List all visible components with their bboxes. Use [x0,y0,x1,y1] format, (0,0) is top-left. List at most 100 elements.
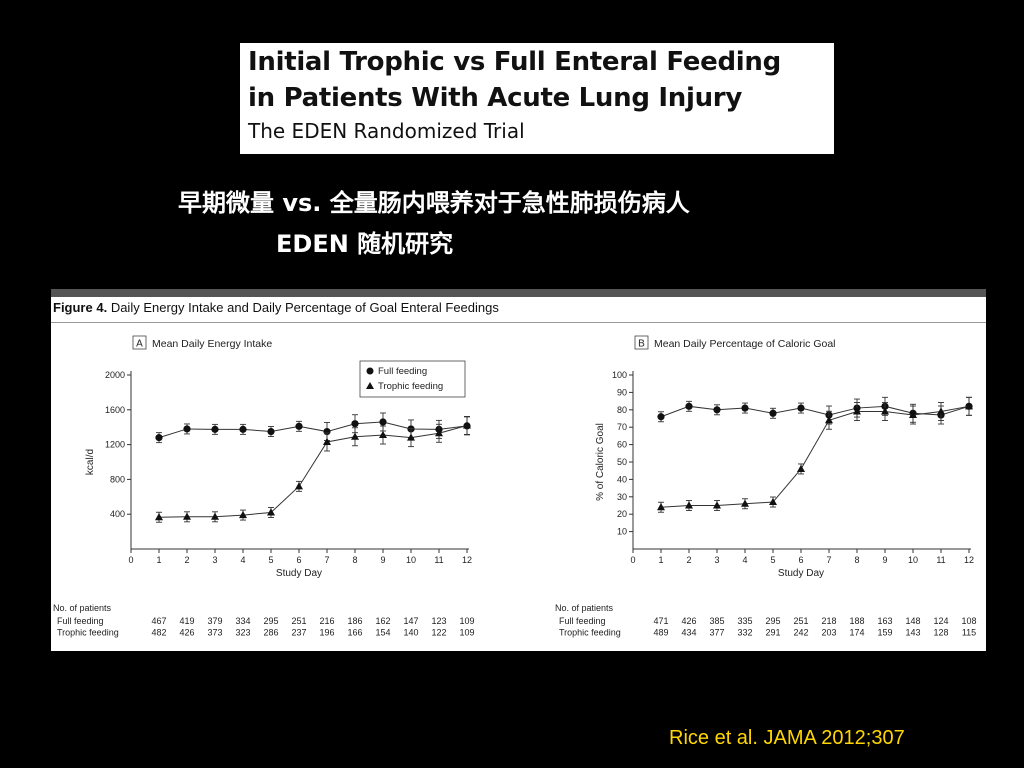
panel-b-y-tick-label: 100 [612,370,627,380]
panel-b-patients-count: 124 [933,616,948,626]
panel-a-legend-full-label: Full feeding [378,366,427,377]
panel-a-patients-count: 216 [319,616,334,626]
panel-a-x-tick-label: 10 [406,555,416,565]
panel-a-full-point [183,425,191,433]
panel-a-full-point [155,434,163,442]
panel-b-patients-count: 108 [961,616,976,626]
panel-a-legend-trophic-marker [366,382,374,389]
panel-b-trophic-point [937,407,945,415]
panel-b-patients-count: 218 [821,616,836,626]
panel-a-patients-count: 334 [235,616,250,626]
panel-a-patients-count: 154 [375,628,390,638]
panel-b-y-tick-label: 50 [617,457,627,467]
panel-b-y-tick-label: 20 [617,509,627,519]
panel-a-trophic-point [267,508,275,516]
panel-b-trophic-point [853,407,861,415]
panel-a-full-point [239,425,247,433]
panel-b-x-tick-label: 12 [964,555,974,565]
panel-b-full-point [741,404,749,412]
panel-b-x-tick-label: 0 [630,555,635,565]
panel-a-patients-count: 109 [459,628,474,638]
panel-a-patients-header: No. of patients [53,603,112,613]
panel-a-legend-trophic-label: Trophic feeding [378,381,443,392]
panel-b-x-tick-label: 9 [882,555,887,565]
panel-b-patients-row-label: Trophic feeding [559,628,621,638]
panel-b-x-tick-label: 10 [908,555,918,565]
panel-b-full-point [685,402,693,410]
panel-b-x-tick-label: 4 [742,555,747,565]
panel-a-full-point [295,422,303,430]
figure-panel: Figure 4. Daily Energy Intake and Daily … [51,289,986,651]
panel-a-full-point [267,427,275,436]
panel-a-patients-count: 251 [291,616,306,626]
panel-b-x-tick-label: 6 [798,555,803,565]
panel-b-x-tick-label: 8 [854,555,859,565]
panel-a-x-tick-label: 4 [240,555,245,565]
panel-a-patients-count: 286 [263,628,278,638]
panel-a-y-tick-label: 1600 [105,405,125,415]
panel-b-trophic-point [909,410,917,419]
panel-a-x-tick-label: 1 [156,555,161,565]
panel-b-x-tick-label: 7 [826,555,831,565]
panel-a-x-tick-label: 0 [128,555,133,565]
panel-a-y-tick-label: 2000 [105,370,125,380]
panel-a-x-tick-label: 6 [296,555,301,565]
panel-a-trophic-point [379,430,387,439]
panel-b-patients-count: 251 [793,616,808,626]
panel-b-full-point [797,404,805,412]
panel-b-patients-count: 163 [877,616,892,626]
panel-a-trophic-point [435,429,443,437]
panel-b-x-tick-label: 2 [686,555,691,565]
panel-b-patients-count: 471 [653,616,668,626]
panel-b-patients-count: 148 [905,616,920,626]
panel-b-x-tick-label: 11 [936,555,945,565]
panel-a-patients-count: 166 [347,628,362,638]
panel-a-trophic-point [407,433,415,441]
panel-b-patients-count: 242 [793,628,808,638]
journal-title-line2: in Patients With Acute Lung Injury [248,83,742,113]
panel-b-patients-header: No. of patients [555,603,614,613]
panel-a-full-point [379,418,387,426]
panel-a-patients-count: 426 [179,628,194,638]
panel-b-patients-count: 174 [849,628,864,638]
panel-a-x-tick-label: 5 [268,555,273,565]
journal-title-box: Initial Trophic vs Full Enteral Feeding … [240,43,834,154]
panel-b-x-tick-label: 1 [658,555,663,565]
panel-a-patients-count: 373 [207,628,222,638]
panel-a-patients-count: 122 [431,628,446,638]
panel-b-y-tick-label: 30 [617,492,627,502]
panel-b-patients-count: 143 [905,628,920,638]
journal-title-line1: Initial Trophic vs Full Enteral Feeding [248,47,781,77]
panel-b-trophic-point [825,416,833,424]
panel-a-patients-count: 237 [291,628,306,638]
panel-b-patients-count: 385 [709,616,724,626]
panel-b-patients-count: 332 [737,628,752,638]
panel-b-y-tick-label: 80 [617,405,627,415]
figure-title-rule [51,322,986,323]
panel-b-patients-count: 115 [962,628,976,638]
panel-b-trophic-point [797,464,805,472]
panel-a-patients-count: 323 [235,628,250,638]
panel-b-x-tick-label: 5 [770,555,775,565]
panel-a-x-tick-label: 9 [380,555,385,565]
panel-a-x-tick-label: 7 [324,555,329,565]
panel-b-full-point [769,409,777,417]
panel-b-trophic-point [713,501,721,509]
panel-a-x-label: Study Day [276,568,322,579]
panel-a-legend-full-marker [366,367,374,375]
panel-a-patients-count: 147 [403,616,418,626]
panel-b-patients-count: 335 [737,616,752,626]
panel-a-trophic-point [323,437,331,445]
panel-a-letter: A [136,339,143,350]
panel-b-trophic-point [965,402,973,410]
panel-a-trophic-line [158,424,468,518]
panel-b-full-point [713,406,721,414]
panel-a-patients-count: 379 [207,616,222,626]
panel-a-patients-row-label: Trophic feeding [57,628,119,638]
chinese-title-line1: 早期微量 vs. 全量肠内喂养对于急性肺损伤病人 [178,189,690,217]
panel-b-patients-count: 159 [877,628,892,638]
panel-b-letter: B [638,339,645,350]
panel-a-patients-count: 467 [151,616,166,626]
panel-b-title: Mean Daily Percentage of Caloric Goal [654,338,836,350]
figure-chart-svg: A Mean Daily Energy Intake400800120016002… [53,335,977,638]
